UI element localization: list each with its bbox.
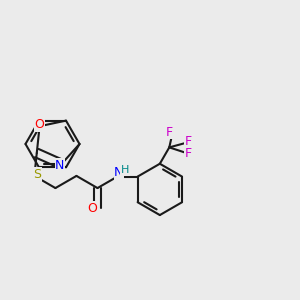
Text: H: H <box>121 165 129 175</box>
Text: N: N <box>55 159 64 172</box>
Text: O: O <box>87 202 97 215</box>
Text: N: N <box>114 167 124 179</box>
Text: F: F <box>185 135 192 148</box>
Text: F: F <box>185 147 192 160</box>
Text: F: F <box>165 126 172 139</box>
Text: O: O <box>35 118 44 131</box>
Text: S: S <box>33 168 41 181</box>
